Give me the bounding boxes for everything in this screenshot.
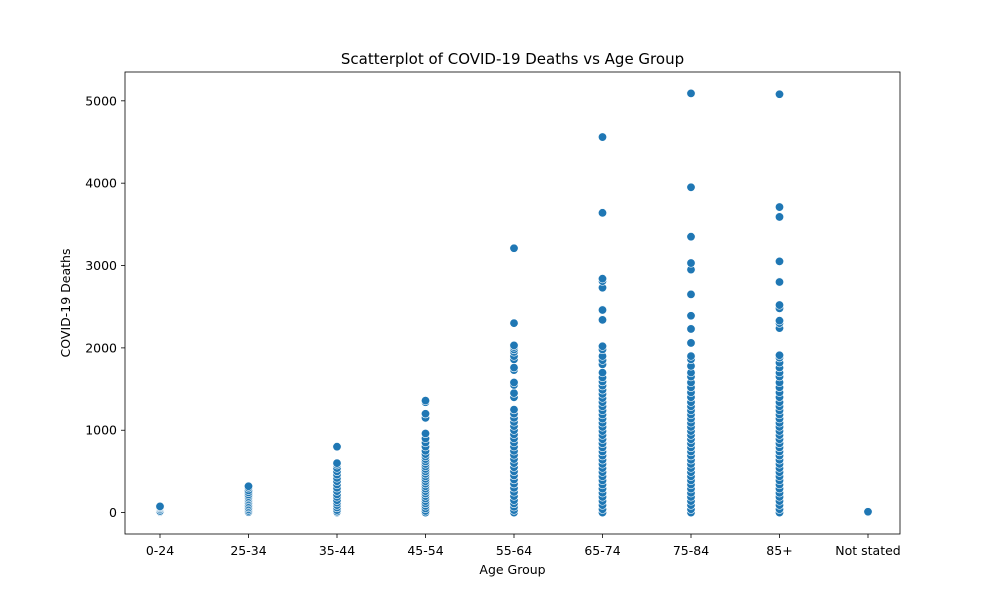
data-point (686, 258, 696, 268)
plot-frame (124, 71, 901, 535)
data-point (509, 318, 519, 328)
data-point (686, 351, 696, 361)
x-axis-label: Age Group (479, 562, 545, 577)
data-point (597, 341, 607, 351)
data-point (509, 388, 519, 398)
data-point (774, 202, 784, 212)
y-axis-label: COVID-19 Deaths (58, 249, 73, 358)
data-point (597, 368, 607, 378)
x-tick-label: 85+ (766, 543, 792, 558)
data-point (420, 429, 430, 439)
x-tick-label: 0-24 (146, 543, 174, 558)
data-point (774, 316, 784, 326)
data-point (509, 363, 519, 373)
data-point (420, 396, 430, 406)
data-point (774, 256, 784, 266)
data-point (420, 409, 430, 419)
data-point (332, 442, 342, 452)
data-point (863, 507, 873, 517)
data-point (686, 324, 696, 334)
data-point (509, 405, 519, 415)
data-point (597, 305, 607, 315)
data-point (332, 458, 342, 468)
data-point (597, 315, 607, 325)
x-tick-label: 65-74 (584, 543, 620, 558)
data-point (686, 311, 696, 321)
data-point (509, 340, 519, 350)
y-tick-label: 0 (109, 505, 117, 520)
y-tick-label: 2000 (85, 340, 117, 355)
data-point (686, 289, 696, 299)
data-point (509, 377, 519, 387)
data-point (686, 338, 696, 348)
x-tick-label: 35-44 (319, 543, 355, 558)
data-point (774, 350, 784, 360)
data-point (597, 274, 607, 284)
x-tick-label: 75-84 (673, 543, 709, 558)
data-point (686, 182, 696, 192)
x-tick-label: 55-64 (496, 543, 532, 558)
chart-title: Scatterplot of COVID-19 Deaths vs Age Gr… (341, 50, 684, 68)
data-point (509, 243, 519, 253)
y-tick-label: 3000 (85, 258, 117, 273)
y-tick-label: 1000 (85, 423, 117, 438)
data-point (774, 277, 784, 287)
points-layer (155, 88, 873, 518)
data-point (597, 132, 607, 142)
data-point (597, 208, 607, 218)
data-point (686, 232, 696, 242)
y-axis-ticks: 0 1000 2000 3000 4000 5000 (85, 93, 125, 520)
data-point (155, 501, 165, 511)
x-tick-label: 45-54 (407, 543, 443, 558)
data-point (774, 300, 784, 310)
data-point (774, 212, 784, 222)
data-point (686, 88, 696, 98)
y-tick-label: 5000 (85, 93, 117, 108)
x-axis-ticks: 0-24 25-34 35-44 45-54 55-64 65-74 75-84 85+ Not… (146, 534, 901, 558)
x-tick-label: Not stated (835, 543, 900, 558)
y-tick-label: 4000 (85, 176, 117, 191)
x-tick-label: 25-34 (230, 543, 266, 558)
data-point (244, 481, 254, 491)
data-point (774, 89, 784, 99)
